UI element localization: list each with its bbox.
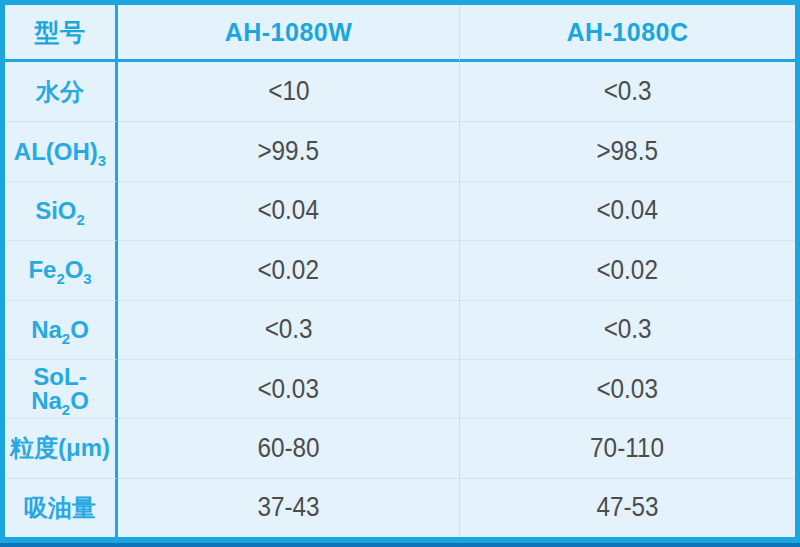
value-aloh3-w-text: >99.5 [258,136,319,167]
spec-table-board: 型号 AH-1080W AH-1080C 水分 <10 <0.3 AL(OH)3… [0,0,800,547]
value-sol-na2o-w-text: <0.03 [258,374,319,405]
value-sio2-w: <0.04 [118,181,460,240]
value-particle-size-c: 70-110 [460,418,795,477]
header-cell-ah1080w: AH-1080W [118,5,460,62]
value-oil-absorption-w: 37-43 [118,478,460,537]
row-label-particle-size: 粒度(μm) [5,418,118,477]
row-label-na2o-text: Na2O [31,318,89,342]
value-moisture-w: <10 [118,62,460,121]
value-particle-size-w-text: 60-80 [257,433,319,464]
row-label-particle-size-text: 粒度(μm) [10,436,110,460]
value-oil-absorption-c-text: 47-53 [596,492,658,523]
bottom-accent-bar [0,543,800,547]
row-label-sol-na2o: SoL-Na2O [5,359,118,418]
value-moisture-c: <0.3 [460,62,795,121]
header-ah1080w-label: AH-1080W [225,18,353,47]
row-label-moisture: 水分 [5,62,118,121]
row-label-moisture-text: 水分 [36,80,84,104]
value-na2o-w: <0.3 [118,300,460,359]
value-na2o-w-text: <0.3 [265,314,313,345]
value-aloh3-c-text: >98.5 [597,136,658,167]
value-fe2o3-w: <0.02 [118,240,460,299]
value-fe2o3-w-text: <0.02 [258,255,319,286]
value-sio2-w-text: <0.04 [258,195,319,226]
value-moisture-w-text: <10 [268,76,309,107]
header-ah1080c-label: AH-1080C [566,18,688,47]
value-sol-na2o-c-text: <0.03 [597,374,658,405]
value-aloh3-c: >98.5 [460,121,795,180]
value-fe2o3-c-text: <0.02 [597,255,658,286]
value-sol-na2o-w: <0.03 [118,359,460,418]
header-cell-model: 型号 [5,5,118,62]
value-particle-size-c-text: 70-110 [591,433,665,464]
value-moisture-c-text: <0.3 [604,76,652,107]
value-sio2-c-text: <0.04 [597,195,658,226]
row-label-oil-absorption: 吸油量 [5,478,118,537]
value-oil-absorption-w-text: 37-43 [257,492,319,523]
value-fe2o3-c: <0.02 [460,240,795,299]
value-oil-absorption-c: 47-53 [460,478,795,537]
row-label-sio2-text: SiO2 [35,199,85,223]
row-label-oil-absorption-text: 吸油量 [24,496,96,520]
value-na2o-c-text: <0.3 [604,314,652,345]
header-model-label: 型号 [35,16,86,49]
spec-table: 型号 AH-1080W AH-1080C 水分 <10 <0.3 AL(OH)3… [5,5,795,537]
row-label-na2o: Na2O [5,300,118,359]
row-label-fe2o3-text: Fe2O3 [28,258,91,282]
value-na2o-c: <0.3 [460,300,795,359]
value-aloh3-w: >99.5 [118,121,460,180]
header-cell-ah1080c: AH-1080C [460,5,795,62]
row-label-sio2: SiO2 [5,181,118,240]
value-particle-size-w: 60-80 [118,418,460,477]
row-label-sol-na2o-text: SoL-Na2O [5,365,115,413]
row-label-aloh3: AL(OH)3 [5,121,118,180]
row-label-aloh3-text: AL(OH)3 [14,140,106,164]
value-sol-na2o-c: <0.03 [460,359,795,418]
value-sio2-c: <0.04 [460,181,795,240]
row-label-fe2o3: Fe2O3 [5,240,118,299]
